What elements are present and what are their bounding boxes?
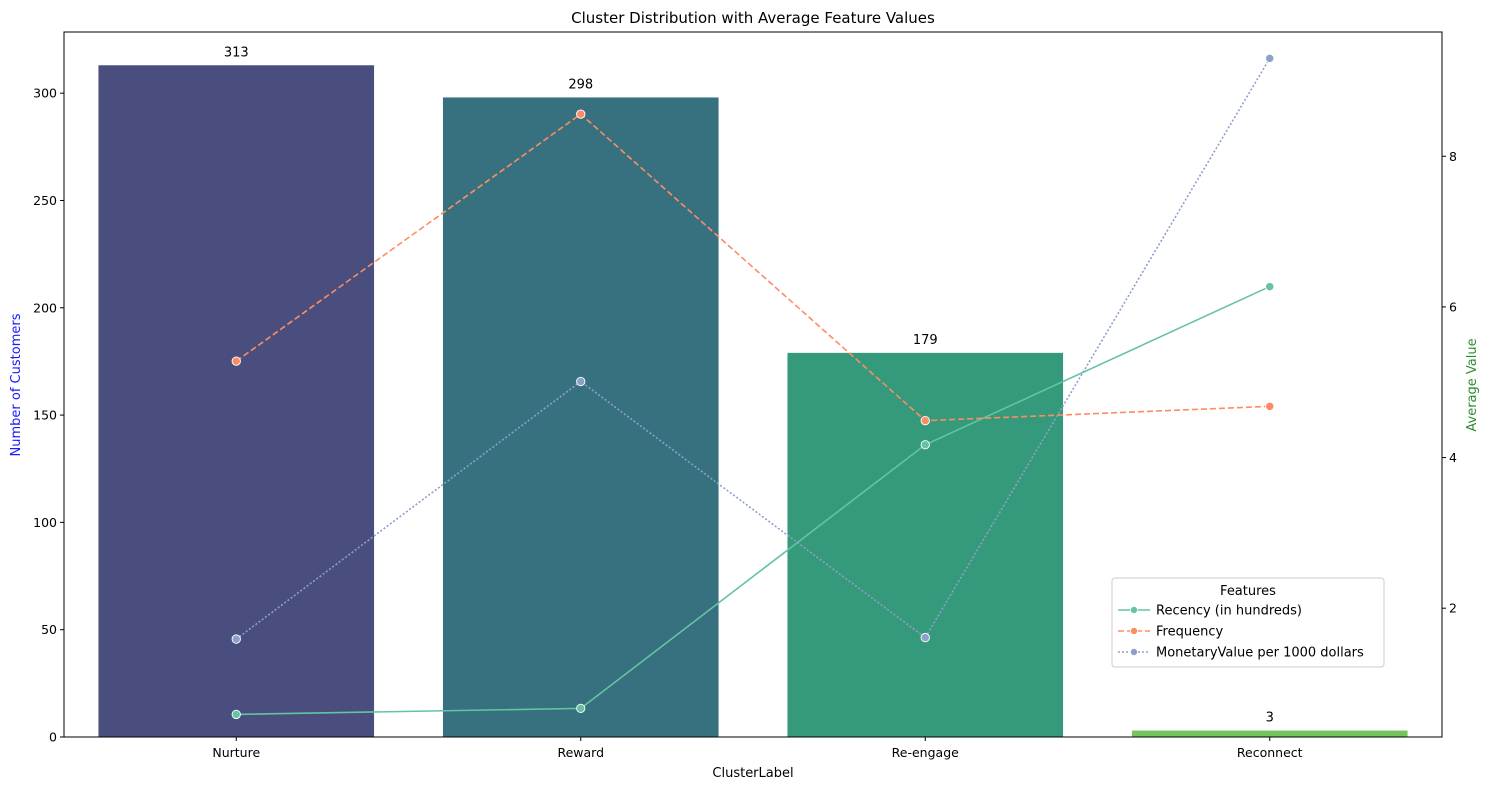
series-1-point — [1265, 281, 1275, 292]
legend-title: Features — [1220, 584, 1276, 599]
series-2-point — [1265, 401, 1275, 411]
y-tick-label: 100 — [33, 515, 57, 530]
series-line-1 — [236, 285, 1271, 716]
bar-re-engage — [787, 352, 1064, 737]
y-tick-label: 300 — [33, 86, 57, 101]
y-tick-label: 250 — [33, 193, 57, 208]
legend-marker-3 — [1130, 648, 1139, 657]
legend-marker-1 — [1130, 606, 1139, 615]
legend-entry-2: Frequency — [1156, 625, 1223, 640]
series-1-point — [231, 709, 241, 720]
y2-tick-label: 2 — [1449, 601, 1457, 616]
legend-entry-1: Recency (in hundreds) — [1156, 604, 1302, 619]
y-tick-label: 0 — [49, 730, 57, 745]
y2-tick-label: 6 — [1449, 299, 1457, 314]
y-axis-title: Number of Customers — [9, 313, 24, 456]
y-tick-label: 50 — [41, 622, 57, 637]
y-tick-label: 200 — [33, 300, 57, 315]
lines-layer — [231, 53, 1275, 720]
bar-value-label: 313 — [224, 45, 249, 60]
x-axis-title: ClusterLabel — [712, 766, 793, 781]
legend-box — [1111, 577, 1385, 668]
chart-title: Cluster Distribution with Average Featur… — [571, 9, 935, 27]
series-line-2 — [235, 113, 1270, 422]
x-tick-label: Reconnect — [1237, 745, 1303, 760]
series-3-point — [576, 376, 586, 387]
y2-tick-label: 8 — [1449, 149, 1457, 164]
series-2-point — [920, 416, 930, 426]
legend-entry-3: MonetaryValue per 1000 dollars — [1156, 646, 1364, 661]
series-3-point — [231, 634, 241, 644]
plot-frame — [63, 31, 1443, 738]
series-3-point — [1265, 53, 1275, 64]
bar-value-label: 179 — [913, 333, 938, 348]
bar-reward — [442, 97, 719, 738]
legend-marker-2 — [1130, 627, 1139, 636]
bars-layer: 313 298 179 3 — [98, 45, 1408, 738]
bar-value-label: 298 — [568, 77, 593, 92]
y-tick-label: 150 — [33, 408, 57, 423]
series-line-3 — [235, 57, 1271, 640]
x-tick-label: Re-engage — [892, 745, 959, 760]
x-tick-label: Nurture — [212, 745, 260, 760]
series-2-point — [576, 109, 586, 119]
series-2-point — [231, 356, 241, 366]
bar-reconnect — [1131, 730, 1408, 737]
axes-layer: 0 50 100 150 200 250 300 2 4 6 8 Nurture Reward Re-en… — [33, 31, 1457, 760]
bar-value-label: 3 — [1266, 711, 1274, 726]
y2-axis-title: Average Value — [1465, 338, 1480, 431]
series-1-point — [920, 440, 930, 450]
bar-nurture — [98, 65, 375, 738]
x-tick-label: Reward — [557, 745, 604, 760]
legend: Features Recency (in hundreds) Frequency Mo… — [1111, 577, 1385, 668]
series-1-point — [576, 703, 586, 714]
y2-tick-label: 4 — [1449, 450, 1457, 465]
series-3-point — [920, 632, 930, 643]
